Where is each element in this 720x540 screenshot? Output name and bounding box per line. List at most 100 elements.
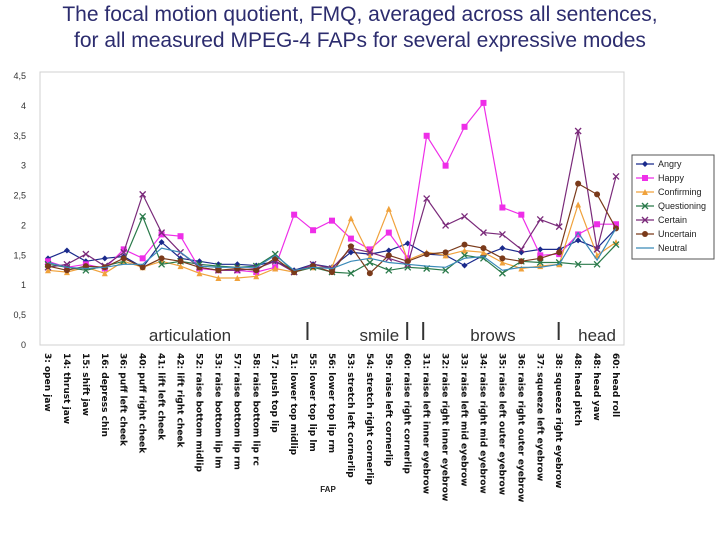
data-point-uncertain bbox=[234, 265, 241, 272]
series-neutral bbox=[47, 228, 617, 271]
data-point-certain bbox=[82, 250, 90, 258]
data-point-happy bbox=[329, 217, 335, 224]
series-line-neutral bbox=[47, 228, 617, 271]
x-tick-label: 15: shift jaw bbox=[80, 353, 90, 416]
legend-marker bbox=[641, 202, 649, 210]
legend-entry-neutral: Neutral bbox=[636, 243, 687, 253]
x-tick-label: 36: raise right outer eyebrow bbox=[515, 353, 525, 502]
legend-label: Neutral bbox=[658, 243, 687, 253]
y-tick-label: 1,5 bbox=[13, 250, 26, 260]
legend-label: Questioning bbox=[658, 201, 706, 211]
data-point-questioning bbox=[461, 251, 468, 259]
data-point-confirming bbox=[518, 265, 525, 272]
data-point-happy bbox=[461, 123, 468, 130]
x-tick-label: 42: lift right cheek bbox=[175, 353, 185, 449]
data-point-happy bbox=[366, 246, 373, 253]
x-tick-label: 38: squeeze right eyebrow bbox=[553, 353, 563, 488]
data-point-happy bbox=[310, 227, 317, 234]
data-point-happy bbox=[45, 258, 51, 265]
x-tick-label: 41: lift left cheek bbox=[156, 353, 166, 441]
data-point-certain bbox=[461, 213, 468, 220]
x-tick-label: 55: lower top lip lm bbox=[307, 353, 317, 452]
y-tick-label: 3 bbox=[21, 161, 26, 171]
data-point-uncertain bbox=[385, 252, 392, 259]
group-label: articulation bbox=[149, 326, 231, 345]
legend-label: Angry bbox=[658, 159, 682, 169]
data-point-questioning bbox=[574, 260, 582, 268]
data-point-questioning bbox=[498, 269, 506, 277]
data-point-uncertain bbox=[158, 255, 165, 262]
data-point-uncertain bbox=[329, 269, 335, 276]
x-tick-label: 14: thrust jaw bbox=[61, 353, 71, 424]
x-tick-label: 52: raise bottom midlip bbox=[193, 353, 203, 472]
data-point-uncertain bbox=[556, 249, 563, 256]
data-point-certain bbox=[498, 230, 506, 238]
data-point-questioning bbox=[347, 269, 355, 277]
legend-label: Uncertain bbox=[658, 229, 697, 239]
x-tick-label: 56: lower top lip rm bbox=[326, 353, 336, 453]
legend-entry-angry: Angry bbox=[636, 159, 682, 169]
data-point-certain bbox=[536, 216, 544, 223]
data-point-happy bbox=[442, 162, 449, 169]
x-tick-label: 54: stretch right cornerlip bbox=[364, 353, 374, 486]
data-point-certain bbox=[158, 229, 166, 237]
data-point-happy bbox=[480, 99, 487, 106]
data-point-uncertain bbox=[575, 180, 582, 187]
data-point-confirming bbox=[272, 265, 279, 272]
data-point-uncertain bbox=[366, 270, 373, 277]
plot-frame bbox=[39, 71, 625, 346]
chart-legend: Angry Happy Confirming Questioning Certain Un… bbox=[631, 154, 715, 260]
x-tick-label: 31: raise left inner eyebrow bbox=[421, 353, 431, 494]
data-point-happy bbox=[423, 132, 430, 139]
y-tick-label: 1 bbox=[21, 280, 26, 290]
x-tick-label: 34: raise right mid eyebrow bbox=[477, 353, 487, 494]
x-tick-label: 57: raise bottom lip rm bbox=[231, 353, 241, 470]
legend-label: Certain bbox=[658, 215, 687, 225]
data-point-certain bbox=[555, 223, 563, 231]
data-point-happy bbox=[385, 229, 392, 236]
data-point-confirming bbox=[215, 275, 222, 282]
data-point-certain bbox=[517, 245, 525, 253]
x-tick-label: 51: lower top midlip bbox=[288, 353, 298, 456]
data-point-angry bbox=[347, 249, 354, 256]
y-tick-label: 0 bbox=[21, 340, 26, 350]
data-point-certain bbox=[574, 127, 582, 135]
x-tick-label: 60: raise right cornerlip bbox=[402, 353, 412, 474]
x-tick-label: 17: push top lip bbox=[269, 353, 279, 433]
page-title: The focal motion quotient, FMQ, averaged… bbox=[0, 2, 720, 54]
y-tick-label: 3,5 bbox=[13, 131, 26, 141]
data-point-certain bbox=[423, 195, 431, 203]
data-point-uncertain bbox=[253, 267, 260, 274]
data-point-confirming bbox=[177, 263, 184, 270]
title-line-2: for all measured MPEG-4 FAPs for several… bbox=[74, 29, 646, 52]
data-point-confirming bbox=[499, 259, 506, 266]
data-point-happy bbox=[291, 211, 298, 218]
x-tick-label: 48: head yaw bbox=[591, 353, 601, 421]
x-tick-label: 3: open jaw bbox=[42, 353, 52, 412]
series-line-happy bbox=[47, 101, 616, 273]
data-point-happy bbox=[575, 231, 582, 238]
group-label: smile bbox=[359, 326, 399, 345]
x-tick-label: 16: depress chin bbox=[99, 353, 109, 437]
data-point-uncertain bbox=[120, 255, 127, 262]
data-point-happy bbox=[499, 204, 506, 211]
legend-marker bbox=[642, 189, 648, 195]
legend-marker bbox=[642, 231, 648, 237]
data-point-uncertain bbox=[139, 264, 146, 271]
data-point-happy bbox=[177, 233, 184, 240]
x-tick-label: 58: raise bottom lip rc bbox=[250, 353, 260, 466]
x-tick-label: 60: head roll bbox=[610, 353, 620, 417]
data-point-happy bbox=[347, 235, 354, 242]
legend-entry-questioning: Questioning bbox=[636, 201, 706, 211]
y-tick-label: 2,5 bbox=[13, 191, 26, 201]
data-point-uncertain bbox=[499, 255, 506, 262]
data-point-questioning bbox=[593, 260, 601, 268]
x-axis-label: FAP bbox=[320, 485, 336, 494]
y-tick-label: 4,5 bbox=[13, 71, 26, 81]
data-point-questioning bbox=[385, 266, 393, 274]
data-point-angry bbox=[575, 237, 582, 244]
legend-marker bbox=[641, 216, 649, 224]
data-point-certain bbox=[480, 229, 487, 237]
data-point-questioning bbox=[404, 263, 412, 271]
